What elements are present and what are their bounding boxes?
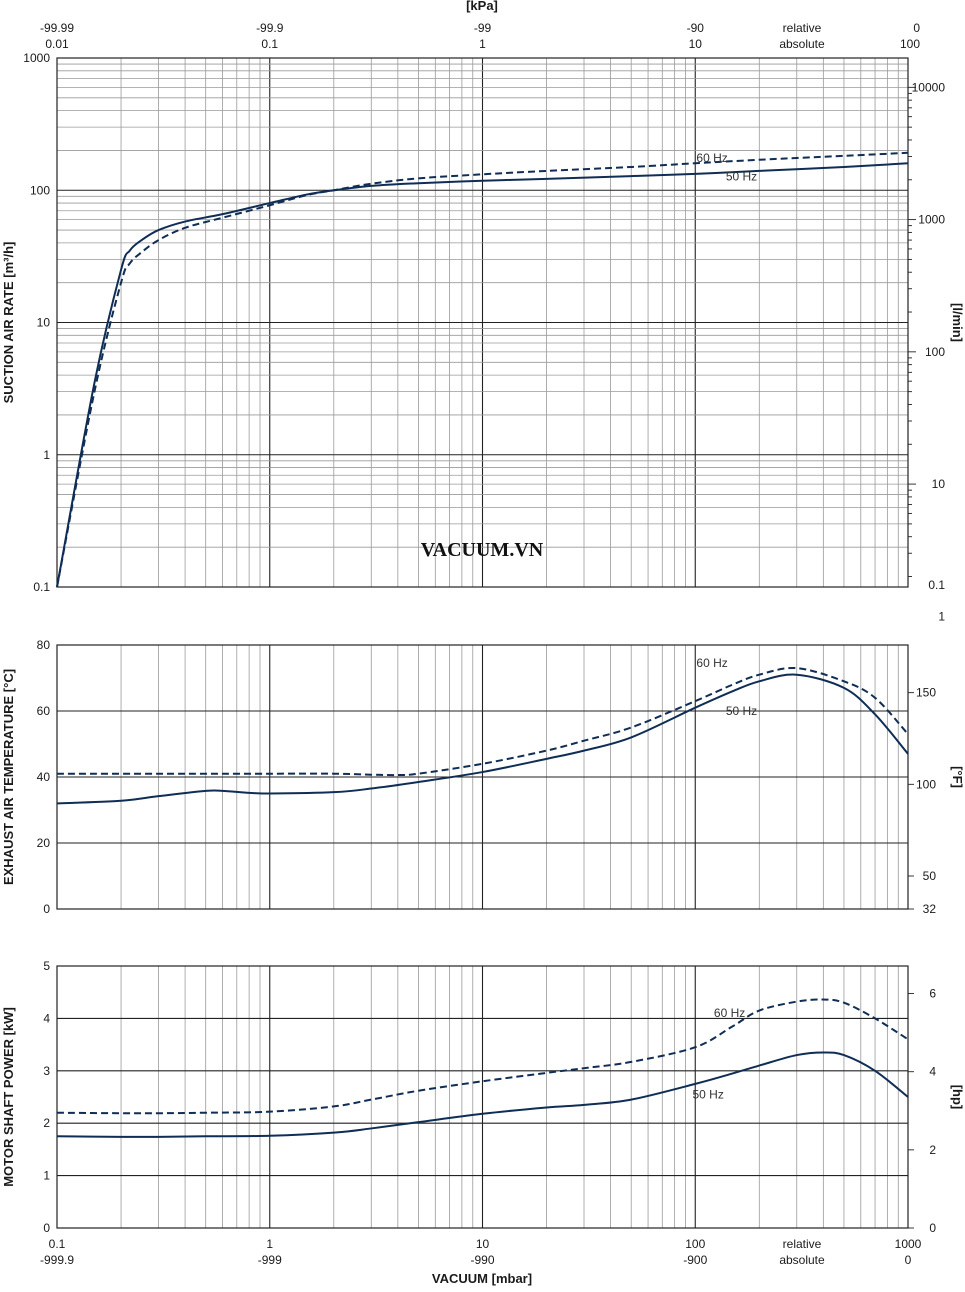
series-label: 60 Hz [714,1006,745,1020]
top-tick-relative: 0 [913,21,920,35]
bottom-tick-relative: -999 [258,1253,282,1267]
y2-tick-label: 0.1 [928,578,945,592]
bottom-tick-absolute: 1000 [895,1237,922,1251]
y-tick-label: 80 [37,638,51,652]
series-line-50-hz [56,162,909,588]
bottom-tick-relative: 0 [905,1253,912,1267]
series-line-50-hz [56,1051,909,1138]
y2-tick-label: 4 [929,1065,936,1079]
y2-tick-label: 32 [923,902,937,916]
y-tick-label: 5 [43,959,50,973]
y-axis-title: EXHAUST AIR TEMPERATURE [°C] [1,669,16,885]
series-line-60-hz [57,666,909,777]
grid [57,645,908,909]
series-label: 50 Hz [726,704,757,718]
y-axis-title: MOTOR SHAFT POWER [kW] [1,1007,16,1187]
bottom-tick-relative: -900 [683,1253,707,1267]
top-tick-absolute: 100 [900,37,920,51]
y-tick-label: 1000 [23,51,50,65]
y-tick-label: 10 [37,316,51,330]
top-axis-title: [kPa] [466,0,498,13]
grid [57,58,908,587]
top-tick-relative: -99 [474,21,492,35]
series-label: 60 Hz [696,656,727,670]
bottom-tick-relative: -999.9 [40,1253,74,1267]
top-tick-absolute: 0.01 [45,37,69,51]
top-tick-relative: -99.9 [256,21,284,35]
y2-tick-label: 1 [938,609,945,623]
bottom-relative-label: relative [783,1237,822,1251]
y-tick-label: 1 [43,448,50,462]
panel-2: 0 20 40 60 80 32 50 100 150 EXHAUST AIR TEMPERATU… [1,638,965,916]
bottom-tick-relative: -990 [470,1253,494,1267]
bottom-axis-title: VACUUM [mbar] [432,1271,532,1286]
y2-tick-label: 150 [916,686,936,700]
y-tick-label: 3 [43,1064,50,1078]
top-absolute-label: absolute [779,37,825,51]
top-tick-absolute: 0.1 [261,37,278,51]
y2-tick-label: 100 [916,777,936,791]
y-tick-label: 40 [37,770,51,784]
plot-frame [56,644,909,910]
series-label: 50 Hz [692,1087,723,1101]
y2-tick-label: 1000 [918,213,945,227]
bottom-tick-absolute: 100 [685,1237,705,1251]
y-tick-label: 4 [43,1011,50,1025]
panel-1: 0.1 1 10 100 1000 1 10 100 1000 10000 0.1 SUCTION A… [1,51,965,623]
y-tick-label: 100 [30,183,50,197]
y-tick-label: 0.1 [33,580,50,594]
y2-tick-label: 100 [925,345,945,359]
panel-3: 0 1 2 3 4 5 0 2 4 6 MOTOR SHAFT POWER [kW] [hp] 50 H… [1,959,965,1235]
y2-tick-label: 6 [929,987,936,1001]
y2-tick-label: 10000 [912,80,946,94]
bottom-absolute-label: absolute [779,1253,825,1267]
y2-axis-title: [l/min] [950,303,965,342]
y-tick-label: 2 [43,1116,50,1130]
top-tick-absolute: 1 [479,37,486,51]
y-tick-label: 1 [43,1169,50,1183]
series-label: 50 Hz [726,170,757,184]
top-relative-label: relative [783,21,822,35]
series-line-50-hz [56,673,909,805]
plot-frame [56,57,909,588]
top-tick-relative: -90 [687,21,705,35]
watermark-text: VACUUM.VN [421,539,544,561]
y-tick-label: 0 [43,1221,50,1235]
grid [57,966,908,1228]
series-line-60-hz [56,151,909,588]
y-tick-label: 20 [37,836,51,850]
y2-axis-title: [hp] [950,1085,965,1110]
y2-tick-label: 10 [932,477,946,491]
bottom-tick-absolute: 0.1 [49,1237,66,1251]
bottom-tick-absolute: 1 [266,1237,273,1251]
y-axis-title: SUCTION AIR RATE [m³/h] [1,242,16,404]
top-tick-absolute: 10 [689,37,703,51]
y-tick-label: 0 [43,902,50,916]
series-label: 60 Hz [696,151,727,165]
top-tick-relative: -99.99 [40,21,74,35]
bottom-tick-absolute: 10 [476,1237,490,1251]
y2-axis-title: [°F] [950,766,965,788]
y2-tick-label: 2 [929,1143,936,1157]
y-tick-label: 60 [37,704,51,718]
y2-tick-label: 50 [923,869,937,883]
y2-tick-label: 0 [929,1221,936,1235]
